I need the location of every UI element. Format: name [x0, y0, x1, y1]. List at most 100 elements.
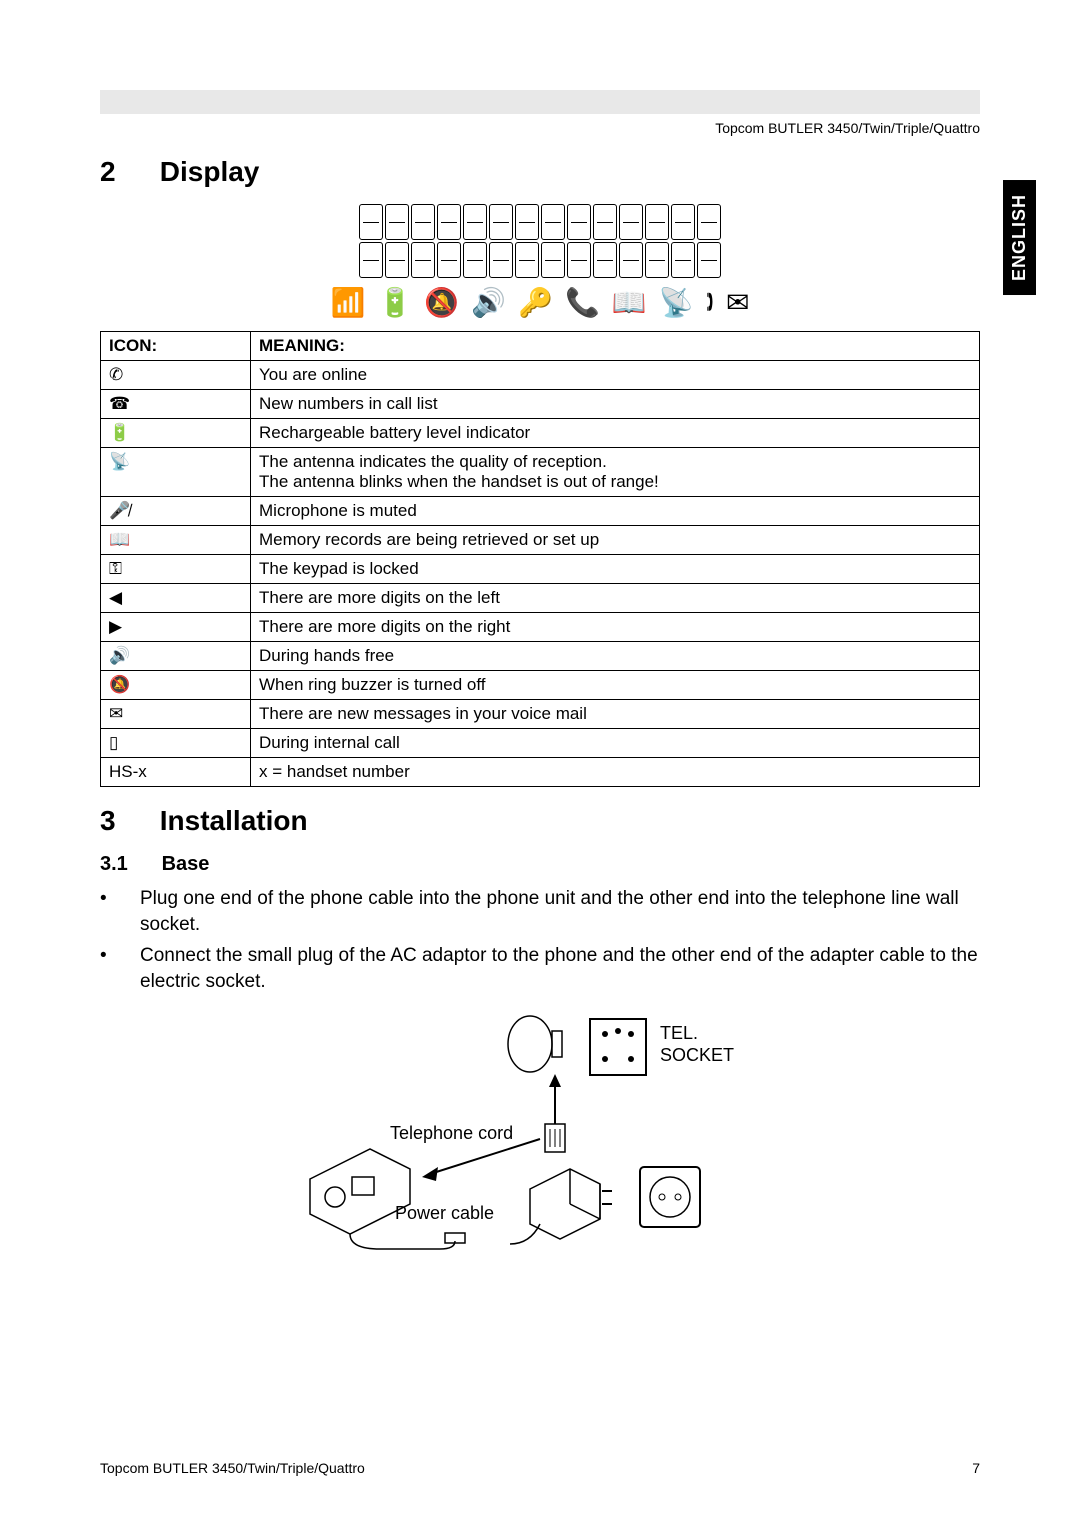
table-row: ◀There are more digits on the left [101, 584, 980, 613]
table-row: 📡The antenna indicates the quality of re… [101, 448, 980, 497]
language-tab: ENGLISH [1003, 180, 1036, 295]
lcd-segment [411, 204, 435, 240]
page-footer: Topcom BUTLER 3450/Twin/Triple/Quattro 7 [100, 1460, 980, 1476]
memory-book-icon: 📖 [101, 526, 251, 555]
lcd-status-icon: ✉ [726, 286, 749, 319]
base-instructions-list: •Plug one end of the phone cable into th… [100, 886, 980, 995]
lcd-segment [489, 242, 513, 278]
lcd-segment [385, 204, 409, 240]
antenna-icon: 📡 [101, 448, 251, 497]
lcd-icons-row: 📶🔋🔕🔊🔑📞📖📡🕽✉ [100, 286, 980, 319]
icon-meaning-table: ICON: MEANING: ✆You are online☎New numbe… [100, 331, 980, 787]
power-cable-label: Power cable [395, 1203, 494, 1223]
table-header-meaning: MEANING: [251, 332, 980, 361]
lcd-segment [593, 242, 617, 278]
lcd-segment [515, 242, 539, 278]
lcd-status-icon: 🕽 [706, 286, 714, 319]
table-row: ✉There are new messages in your voice ma… [101, 700, 980, 729]
lcd-status-icon: 🔕 [424, 286, 459, 319]
table-row: ▶There are more digits on the right [101, 613, 980, 642]
icon-meaning: The antenna indicates the quality of rec… [251, 448, 980, 497]
table-header-icon: ICON: [101, 332, 251, 361]
section-title: Display [160, 156, 260, 187]
icon-meaning: There are more digits on the right [251, 613, 980, 642]
lcd-status-icon: 📡 [659, 286, 694, 319]
icon-meaning: There are more digits on the left [251, 584, 980, 613]
lcd-segment-row [100, 242, 980, 278]
table-row: HS-xx = handset number [101, 758, 980, 787]
table-row: 📖Memory records are being retrieved or s… [101, 526, 980, 555]
bullet-dot: • [100, 886, 140, 937]
hs-x-label: HS-x [101, 758, 251, 787]
table-row: 🔊During hands free [101, 642, 980, 671]
section-display-heading: 2 Display [100, 156, 980, 188]
icon-meaning: When ring buzzer is turned off [251, 671, 980, 700]
table-row: 🔕When ring buzzer is turned off [101, 671, 980, 700]
phone-hook-icon: ✆ [101, 361, 251, 390]
icon-meaning: You are online [251, 361, 980, 390]
lcd-segment [567, 242, 591, 278]
lcd-segment [671, 242, 695, 278]
list-item-text: Connect the small plug of the AC adaptor… [140, 943, 980, 994]
lcd-status-icon: 📶 [331, 286, 366, 319]
section-installation-heading: 3 Installation [100, 805, 980, 837]
lcd-segment [619, 204, 643, 240]
icon-meaning: Microphone is muted [251, 497, 980, 526]
lcd-status-icon: 🔊 [471, 286, 506, 319]
lcd-segment [463, 204, 487, 240]
lcd-segment [463, 242, 487, 278]
page: Topcom BUTLER 3450/Twin/Triple/Quattro E… [0, 0, 1080, 1314]
mic-mute-icon: 🎤̸ [101, 497, 251, 526]
lcd-segment [385, 242, 409, 278]
table-row: ✆You are online [101, 361, 980, 390]
lcd-segment [619, 242, 643, 278]
lcd-segment [541, 204, 565, 240]
right-arrow-icon: ▶ [101, 613, 251, 642]
lcd-status-icon: 🔋 [377, 286, 412, 319]
header-bar [100, 90, 980, 114]
lcd-segment [593, 204, 617, 240]
list-item: •Connect the small plug of the AC adapto… [100, 943, 980, 994]
key-lock-icon: ⚿ [101, 555, 251, 584]
section-number: 3 [100, 805, 152, 837]
subsection-title: Base [162, 853, 210, 875]
lcd-segment [437, 242, 461, 278]
lcd-segment [645, 204, 669, 240]
table-row: ⚿The keypad is locked [101, 555, 980, 584]
tel-socket-label: TEL. [660, 1023, 698, 1043]
subsection-base-heading: 3.1 Base [100, 853, 980, 876]
call-list-icon: ☎ [101, 390, 251, 419]
internal-call-icon: ▯ [101, 729, 251, 758]
list-item: •Plug one end of the phone cable into th… [100, 886, 980, 937]
bullet-dot: • [100, 943, 140, 994]
lcd-segment-row [100, 204, 980, 240]
icon-meaning: Memory records are being retrieved or se… [251, 526, 980, 555]
table-row: ☎New numbers in call list [101, 390, 980, 419]
icon-meaning: During hands free [251, 642, 980, 671]
list-item-text: Plug one end of the phone cable into the… [140, 886, 980, 937]
handsfree-icon: 🔊 [101, 642, 251, 671]
lcd-segment [697, 204, 721, 240]
footer-product: Topcom BUTLER 3450/Twin/Triple/Quattro [100, 1460, 365, 1476]
icon-meaning: x = handset number [251, 758, 980, 787]
lcd-segment [359, 204, 383, 240]
lcd-segment [411, 242, 435, 278]
table-row: 🔋Rechargeable battery level indicator [101, 419, 980, 448]
table-row: 🎤̸Microphone is muted [101, 497, 980, 526]
lcd-segment [515, 204, 539, 240]
lcd-segment [541, 242, 565, 278]
header-product: Topcom BUTLER 3450/Twin/Triple/Quattro [100, 120, 980, 136]
battery-icon: 🔋 [101, 419, 251, 448]
section-number: 2 [100, 156, 152, 188]
lcd-segment [359, 242, 383, 278]
footer-page-number: 7 [972, 1460, 980, 1476]
lcd-segment [671, 204, 695, 240]
telephone-cord-label: Telephone cord [390, 1123, 513, 1143]
lcd-status-icon: 📞 [565, 286, 600, 319]
envelope-icon: ✉ [101, 700, 251, 729]
table-row: ▯During internal call [101, 729, 980, 758]
lcd-segment [645, 242, 669, 278]
icon-meaning: There are new messages in your voice mai… [251, 700, 980, 729]
lcd-display-figure: 📶🔋🔕🔊🔑📞📖📡🕽✉ [100, 204, 980, 319]
lcd-status-icon: 📖 [612, 286, 647, 319]
